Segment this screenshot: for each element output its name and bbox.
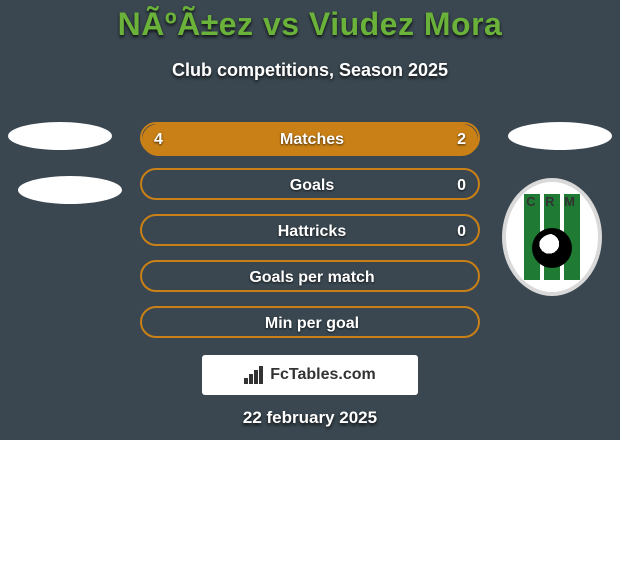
- bar-chart-icon: [244, 366, 266, 384]
- stat-row-min-per-goal: Min per goal: [140, 306, 480, 338]
- fctables-text: FcTables.com: [270, 366, 376, 384]
- stat-label: Min per goal: [142, 308, 482, 340]
- soccer-ball-icon: [532, 228, 572, 268]
- stat-value-right: 0: [457, 170, 466, 202]
- stats-container: 4 Matches 2 Goals 0 Hattricks 0: [140, 122, 480, 352]
- stat-value-right: 2: [457, 124, 466, 156]
- player-right-avatar-blob: [508, 122, 612, 150]
- infographic-date: 22 february 2025: [0, 408, 620, 428]
- player-left-avatar-blob: [8, 122, 112, 150]
- page-subtitle: Club competitions, Season 2025: [0, 60, 620, 81]
- fctables-logo: FcTables.com: [202, 355, 418, 395]
- club-badge-right: C R M: [502, 178, 602, 296]
- stat-label: Matches: [142, 124, 482, 156]
- page-title: NÃºÃ±ez vs Viudez Mora: [0, 6, 620, 43]
- stat-row-goals: Goals 0: [140, 168, 480, 200]
- stat-label: Goals: [142, 170, 482, 202]
- stat-value-right: 0: [457, 216, 466, 248]
- badge-text: C R M: [502, 194, 602, 209]
- stat-row-matches: 4 Matches 2: [140, 122, 480, 154]
- stat-label: Hattricks: [142, 216, 482, 248]
- stat-label: Goals per match: [142, 262, 482, 294]
- upper-panel: NÃºÃ±ez vs Viudez Mora Club competitions…: [0, 0, 620, 440]
- lower-panel: [0, 440, 620, 580]
- stat-row-goals-per-match: Goals per match: [140, 260, 480, 292]
- comparison-infographic: NÃºÃ±ez vs Viudez Mora Club competitions…: [0, 0, 620, 580]
- stat-row-hattricks: Hattricks 0: [140, 214, 480, 246]
- player-left-avatar-blob: [18, 176, 122, 204]
